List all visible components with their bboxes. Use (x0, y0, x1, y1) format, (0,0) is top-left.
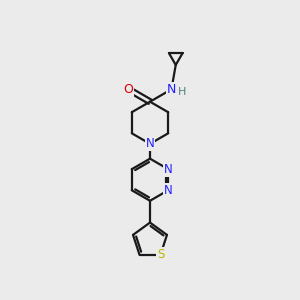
Text: N: N (164, 163, 172, 176)
Text: O: O (124, 83, 134, 96)
Text: H: H (178, 87, 186, 97)
Text: N: N (164, 184, 172, 197)
Text: N: N (146, 137, 154, 150)
Text: N: N (167, 83, 176, 96)
Text: S: S (157, 248, 164, 261)
